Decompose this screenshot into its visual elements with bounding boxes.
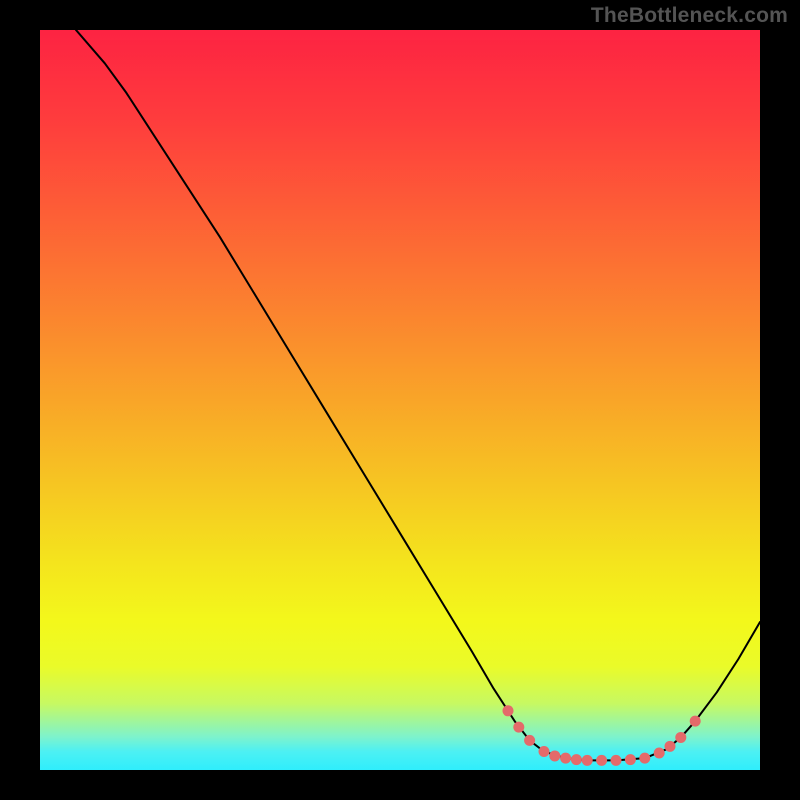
marker-point <box>571 754 582 765</box>
marker-point <box>560 753 571 764</box>
marker-point <box>639 753 650 764</box>
marker-point <box>625 754 636 765</box>
marker-point <box>596 755 607 766</box>
bottleneck-chart <box>40 30 760 770</box>
watermark-text: TheBottleneck.com <box>591 4 788 28</box>
chart-container <box>40 30 760 770</box>
marker-point <box>654 747 665 758</box>
marker-point <box>539 746 550 757</box>
marker-point <box>611 755 622 766</box>
marker-point <box>675 732 686 743</box>
marker-point <box>549 750 560 761</box>
marker-point <box>513 722 524 733</box>
marker-point <box>503 705 514 716</box>
marker-point <box>690 716 701 727</box>
marker-point <box>582 755 593 766</box>
page-root: TheBottleneck.com <box>0 0 800 800</box>
marker-point <box>524 735 535 746</box>
marker-point <box>665 741 676 752</box>
plot-background <box>40 30 760 770</box>
